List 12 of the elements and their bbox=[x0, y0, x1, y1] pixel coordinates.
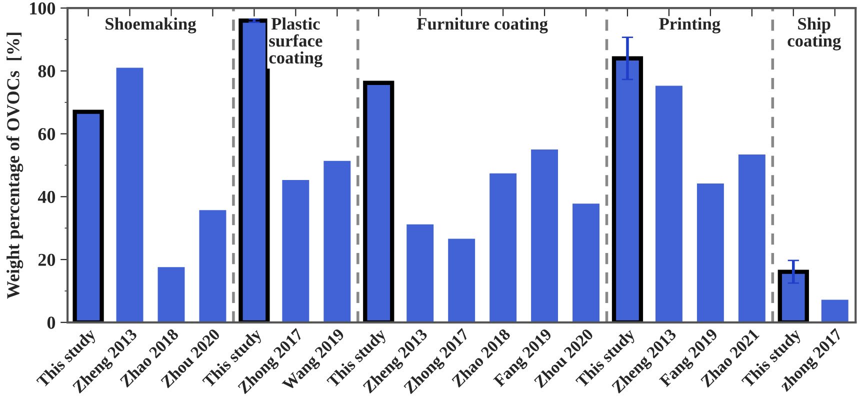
annotation: Shoemaking bbox=[106, 17, 196, 34]
y-tick-label: 60 bbox=[38, 128, 56, 140]
annotation: Printing bbox=[659, 17, 720, 34]
y-tick-label: 100 bbox=[30, 2, 56, 14]
y-axis-title: Weight percentage of OVOCs [%] bbox=[6, 32, 24, 299]
y-tick-label: 20 bbox=[38, 254, 56, 266]
y-tick-label: 40 bbox=[38, 190, 56, 204]
annotation: Plastic surface coating bbox=[269, 17, 323, 68]
y-tick-label: 80 bbox=[38, 65, 56, 78]
annotation: Ship coating bbox=[788, 17, 841, 50]
y-tick-label: 0 bbox=[47, 316, 56, 329]
annotation: Furniture coating bbox=[416, 17, 548, 34]
